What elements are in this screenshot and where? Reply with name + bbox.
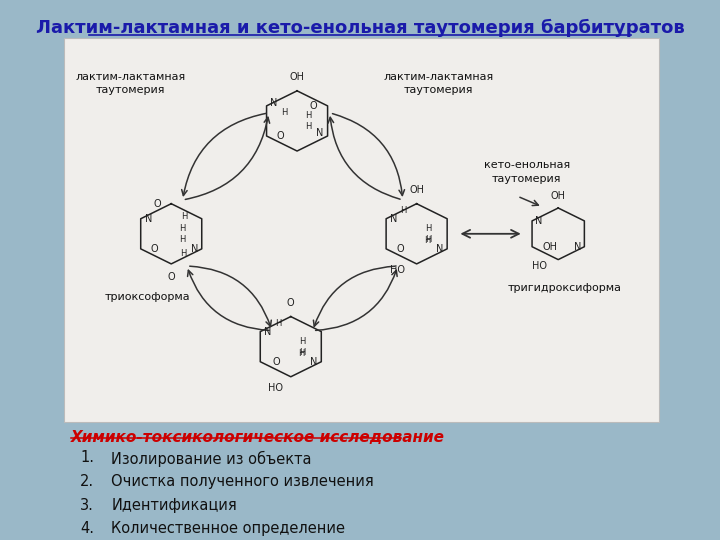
Text: H: H [180,248,186,258]
Text: H: H [425,224,431,233]
Text: N: N [535,216,542,226]
Text: Количественное определение: Количественное определение [112,521,346,536]
Text: N: N [310,357,318,367]
Text: O: O [272,357,280,367]
Text: N: N [264,327,271,336]
Text: H: H [298,349,305,358]
Text: H: H [181,212,187,220]
Text: Изолирование из объекта: Изолирование из объекта [112,450,312,467]
Text: H: H [400,206,407,215]
Text: O: O [396,244,404,254]
Text: H: H [281,108,287,117]
Text: лактим-лактамная
таутомерия: лактим-лактамная таутомерия [384,72,494,95]
Text: H: H [179,224,186,233]
Text: Очистка полученного извлечения: Очистка полученного извлечения [112,474,374,489]
Text: N: N [575,242,582,252]
Text: N: N [145,214,152,224]
Text: HO: HO [532,261,546,271]
Text: N: N [390,214,397,224]
Text: H: H [299,337,305,346]
Text: H: H [179,235,186,244]
Text: OH: OH [289,72,305,83]
Text: O: O [150,244,158,254]
Text: 3.: 3. [80,498,94,512]
Text: лактим-лактамная
таутомерия: лактим-лактамная таутомерия [75,72,186,95]
Text: OH: OH [409,185,424,195]
Text: N: N [316,129,324,138]
Text: Идентификация: Идентификация [112,498,237,512]
Text: O: O [153,199,161,208]
Text: O: O [287,298,294,308]
Text: OH: OH [551,191,566,201]
Text: кето-енольная
таутомерия: кето-енольная таутомерия [484,160,570,184]
Text: O: O [276,131,284,141]
Text: Химико-токсикологическое исследование: Химико-токсикологическое исследование [71,430,444,445]
Text: H: H [425,235,431,244]
Text: N: N [271,98,278,108]
Text: H: H [275,319,281,328]
FancyBboxPatch shape [64,38,659,422]
Text: N: N [436,244,444,254]
Text: Лактим-лактамная и кето-енольная таутомерия барбитуратов: Лактим-лактамная и кето-енольная таутоме… [35,19,685,37]
Text: H: H [424,237,431,245]
Text: OH: OH [542,242,557,252]
Text: O: O [310,101,318,111]
Text: 4.: 4. [80,521,94,536]
Text: 2.: 2. [80,474,94,489]
Text: HO: HO [268,382,282,393]
Text: триоксоформа: триоксоформа [104,292,190,302]
Text: H: H [305,111,312,120]
Text: тригидроксиформа: тригидроксиформа [508,282,621,293]
Text: 1.: 1. [80,450,94,465]
Text: HO: HO [390,265,405,275]
Text: O: O [168,272,175,282]
Text: H: H [305,122,312,131]
Text: H: H [299,348,305,356]
Text: N: N [191,244,198,254]
